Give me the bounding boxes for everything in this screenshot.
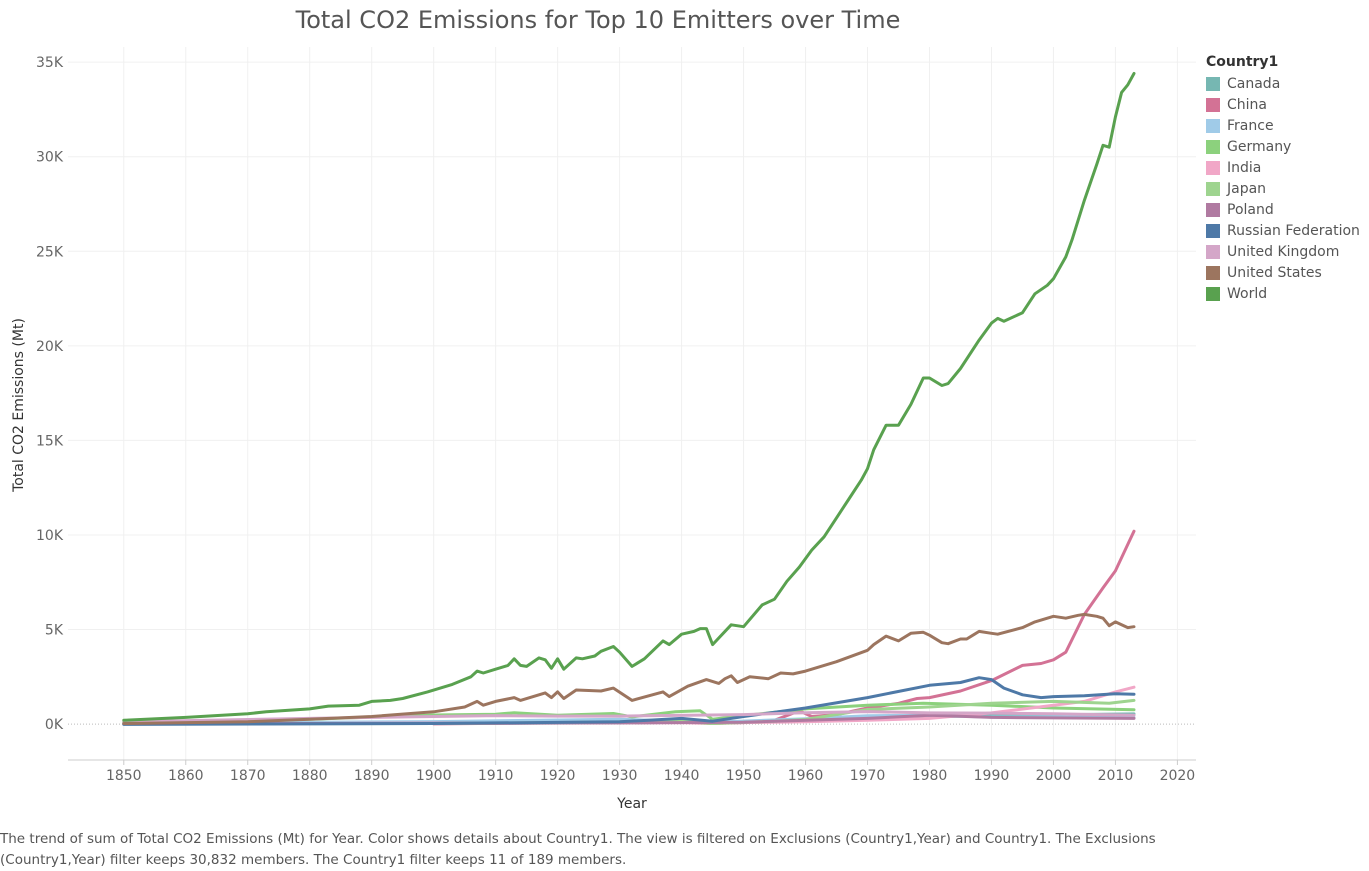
legend-label: United States — [1227, 264, 1322, 281]
legend-item-united-states[interactable]: United States — [1206, 262, 1360, 283]
y-tick-label: 20K — [36, 339, 64, 355]
x-tick-label: 1880 — [292, 768, 328, 784]
x-tick-label: 1930 — [602, 768, 638, 784]
x-tick-label: 1890 — [354, 768, 390, 784]
x-tick-label: 1940 — [664, 768, 700, 784]
x-tick-label: 1990 — [974, 768, 1010, 784]
legend-label: Russian Federation — [1227, 222, 1360, 239]
x-tick-label: 2000 — [1036, 768, 1072, 784]
x-tick-label: 1850 — [106, 768, 142, 784]
y-tick-label: 5K — [45, 623, 64, 639]
legend-label: World — [1227, 285, 1268, 302]
x-tick-label: 1920 — [540, 768, 576, 784]
series-lines — [122, 72, 1136, 726]
series-line-united-kingdom[interactable] — [122, 710, 1136, 724]
y-tick-label: 15K — [36, 433, 64, 449]
legend: Country1 Canada China France Germany India Ja… — [1206, 54, 1360, 304]
x-tick-label: 1870 — [230, 768, 266, 784]
x-tick-label: 1970 — [850, 768, 886, 784]
legend-swatch — [1206, 244, 1220, 259]
legend-label: France — [1227, 117, 1274, 134]
legend-label: Japan — [1227, 180, 1267, 197]
x-tick-label: 1910 — [478, 768, 514, 784]
legend-item-russian-federation[interactable]: Russian Federation — [1206, 220, 1360, 241]
legend-item-japan[interactable]: Japan — [1206, 178, 1360, 199]
legend-item-germany[interactable]: Germany — [1206, 136, 1360, 157]
legend-swatch — [1206, 223, 1220, 238]
legend-swatch — [1206, 286, 1220, 301]
x-axis-ticks: 1850 1860 1870 1880 1890 1900 1910 1920 1930 1940… — [68, 759, 1196, 784]
legend-item-india[interactable]: India — [1206, 157, 1360, 178]
grid-lines — [68, 47, 1196, 760]
x-tick-label: 2010 — [1098, 768, 1134, 784]
legend-swatch — [1206, 139, 1220, 154]
legend-swatch — [1206, 202, 1220, 217]
legend-item-poland[interactable]: Poland — [1206, 199, 1360, 220]
series-line-russian-federation[interactable] — [122, 676, 1136, 726]
x-tick-label: 1960 — [788, 768, 824, 784]
legend-swatch — [1206, 118, 1220, 133]
legend-label: United Kingdom — [1227, 243, 1340, 260]
y-axis-ticks: 0K 5K 10K 15K 20K 25K 30K 35K — [36, 55, 64, 733]
legend-item-united-kingdom[interactable]: United Kingdom — [1206, 241, 1360, 262]
legend-title: Country1 — [1206, 54, 1279, 70]
y-tick-label: 10K — [36, 528, 64, 544]
y-axis-title: Total CO2 Emissions (Mt) — [11, 318, 27, 493]
legend-items: Canada China France Germany India Japan Poland… — [1206, 73, 1360, 304]
y-tick-label: 0K — [45, 717, 64, 733]
chart-title: Total CO2 Emissions for Top 10 Emitters … — [295, 6, 901, 34]
legend-item-canada[interactable]: Canada — [1206, 73, 1360, 94]
y-tick-label: 30K — [36, 150, 64, 166]
legend-item-china[interactable]: China — [1206, 94, 1360, 115]
legend-label: India — [1227, 159, 1262, 176]
series-line-world[interactable] — [122, 72, 1136, 722]
x-axis-title: Year — [616, 796, 647, 812]
chart-caption: The trend of sum of Total CO2 Emissions … — [0, 831, 1156, 868]
legend-label: China — [1227, 96, 1267, 113]
x-tick-label: 1860 — [168, 768, 204, 784]
x-tick-label: 1950 — [726, 768, 762, 784]
legend-item-france[interactable]: France — [1206, 115, 1360, 136]
legend-swatch — [1206, 97, 1220, 112]
legend-label: Germany — [1227, 138, 1292, 155]
legend-swatch — [1206, 265, 1220, 280]
legend-swatch — [1206, 181, 1220, 196]
y-tick-label: 35K — [36, 55, 64, 71]
legend-label: Poland — [1227, 201, 1274, 218]
series-line-united-states[interactable] — [122, 612, 1136, 725]
legend-swatch — [1206, 76, 1220, 91]
legend-swatch — [1206, 160, 1220, 175]
legend-label: Canada — [1227, 75, 1281, 92]
x-tick-label: 2020 — [1160, 768, 1196, 784]
x-tick-label: 1980 — [912, 768, 948, 784]
legend-item-world[interactable]: World — [1206, 283, 1360, 304]
x-tick-label: 1900 — [416, 768, 452, 784]
y-tick-label: 25K — [36, 244, 64, 260]
